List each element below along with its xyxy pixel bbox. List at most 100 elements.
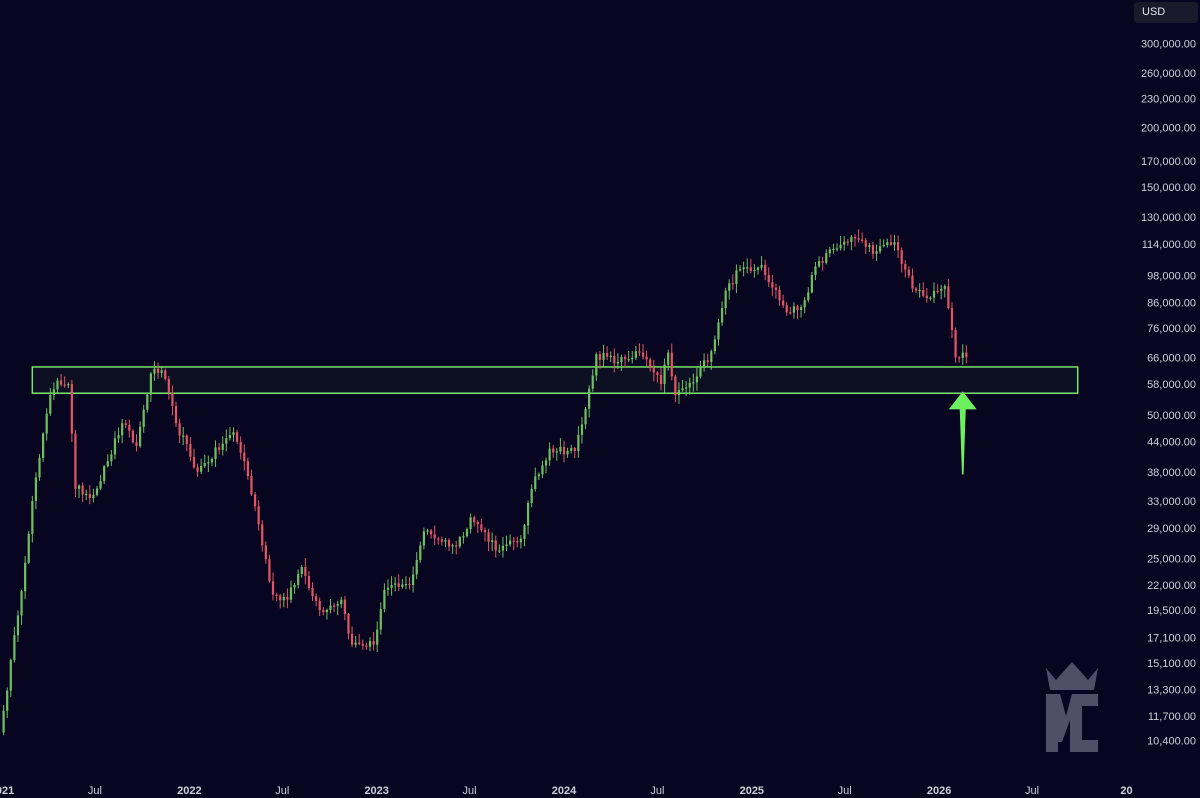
candle-body bbox=[803, 300, 806, 308]
candle-up bbox=[814, 261, 817, 281]
candle-body bbox=[394, 583, 397, 585]
candle-body bbox=[232, 432, 235, 436]
candle-down bbox=[286, 588, 289, 609]
candle-body bbox=[882, 244, 885, 247]
candle-body bbox=[738, 269, 742, 271]
candle-up bbox=[616, 353, 619, 370]
candle-body bbox=[702, 360, 706, 368]
candle-down bbox=[889, 234, 893, 246]
candle-up bbox=[2, 705, 5, 736]
candle-down bbox=[332, 602, 336, 612]
candle-body bbox=[426, 530, 429, 532]
price-axis-label: 38,000.00 bbox=[1147, 467, 1196, 479]
candle-up bbox=[681, 379, 684, 392]
candle-body bbox=[605, 353, 609, 357]
candle-down bbox=[264, 541, 267, 564]
candle-body bbox=[483, 530, 487, 533]
green-up-arrow-annotation bbox=[948, 391, 977, 475]
candle-body bbox=[505, 544, 508, 546]
candle-down bbox=[156, 362, 160, 379]
candle-up bbox=[13, 626, 16, 663]
time-axis-label: 2024 bbox=[552, 785, 577, 797]
candle-down bbox=[573, 446, 576, 459]
candle-body bbox=[70, 384, 73, 434]
candle-down bbox=[347, 612, 350, 640]
candle-down bbox=[124, 420, 127, 428]
candle-body bbox=[20, 591, 23, 616]
candle-up bbox=[810, 272, 813, 294]
candle-body bbox=[932, 290, 936, 298]
candle-body bbox=[710, 351, 713, 363]
candle-up bbox=[444, 537, 447, 548]
candle-down bbox=[652, 359, 655, 382]
price-axis-label: 25,000.00 bbox=[1147, 554, 1196, 566]
candle-down bbox=[343, 596, 346, 621]
candle-down bbox=[174, 401, 178, 427]
candle-body bbox=[487, 532, 490, 542]
candle-up bbox=[200, 458, 203, 474]
candle-up bbox=[570, 444, 573, 454]
price-axis-label: 11,700.00 bbox=[1148, 711, 1196, 723]
candle-up bbox=[52, 382, 55, 401]
candle-body bbox=[45, 413, 48, 434]
candle-body bbox=[289, 587, 293, 600]
time-axis[interactable]: 2021 Jul 2022 Jul 2023 Jul 2024 Jul 2025 Jul 2026 J… bbox=[0, 785, 1133, 797]
candle-body bbox=[85, 493, 88, 496]
mc-logo-watermark bbox=[1046, 662, 1098, 752]
currency-badge[interactable]: USD bbox=[1134, 2, 1198, 23]
candle-down bbox=[185, 434, 188, 452]
candle-body bbox=[207, 462, 210, 464]
candle-up bbox=[886, 238, 889, 248]
time-axis-label: Jul bbox=[650, 785, 664, 797]
candle-up bbox=[458, 536, 461, 549]
candle-body bbox=[261, 524, 264, 546]
candle-down bbox=[81, 482, 84, 503]
candle-body bbox=[685, 387, 688, 389]
candle-up bbox=[742, 261, 745, 277]
price-axis[interactable]: 300,000.00 260,000.00 230,000.00 200,000.00… bbox=[1141, 38, 1196, 747]
candle-body bbox=[185, 435, 188, 444]
price-axis-label: 150,000.00 bbox=[1141, 182, 1196, 194]
candle-body bbox=[128, 425, 131, 431]
price-axis-label: 50,000.00 bbox=[1147, 410, 1196, 422]
candle-up bbox=[505, 535, 508, 552]
candle-body bbox=[584, 408, 587, 425]
candle-up bbox=[394, 577, 397, 592]
candle-down bbox=[861, 232, 864, 244]
candle-body bbox=[871, 245, 875, 254]
candle-body bbox=[451, 545, 454, 547]
candle-up bbox=[9, 658, 12, 697]
candle-up bbox=[20, 589, 23, 625]
price-axis-label: 230,000.00 bbox=[1141, 93, 1196, 105]
candle-body bbox=[31, 501, 34, 534]
candle-body bbox=[138, 426, 142, 447]
candle-up bbox=[753, 264, 756, 278]
candle-body bbox=[429, 530, 433, 535]
candle-up bbox=[146, 393, 149, 413]
candle-down bbox=[670, 343, 673, 381]
price-axis-label: 33,000.00 bbox=[1147, 496, 1196, 508]
candle-down bbox=[279, 593, 282, 609]
candle-body bbox=[264, 545, 267, 560]
candle-down bbox=[623, 354, 627, 368]
candle-up bbox=[634, 345, 637, 361]
candle-body bbox=[821, 261, 824, 263]
candle-up bbox=[386, 579, 390, 596]
candle-up bbox=[817, 256, 821, 268]
candle-body bbox=[311, 588, 314, 597]
candle-up bbox=[541, 460, 544, 479]
candle-down bbox=[192, 448, 196, 469]
candle-body bbox=[602, 353, 605, 360]
candle-down bbox=[922, 282, 925, 298]
candle-up bbox=[77, 484, 81, 498]
candle-up bbox=[225, 429, 228, 452]
support-zone[interactable] bbox=[31, 366, 1079, 394]
time-axis-label: 2021 bbox=[0, 785, 14, 797]
candle-body bbox=[322, 610, 325, 613]
candle-up bbox=[207, 455, 210, 472]
candle-up bbox=[153, 361, 156, 381]
candle-up bbox=[210, 457, 214, 467]
candle-down bbox=[764, 259, 767, 281]
price-axis-label: 76,000.00 bbox=[1147, 323, 1196, 335]
